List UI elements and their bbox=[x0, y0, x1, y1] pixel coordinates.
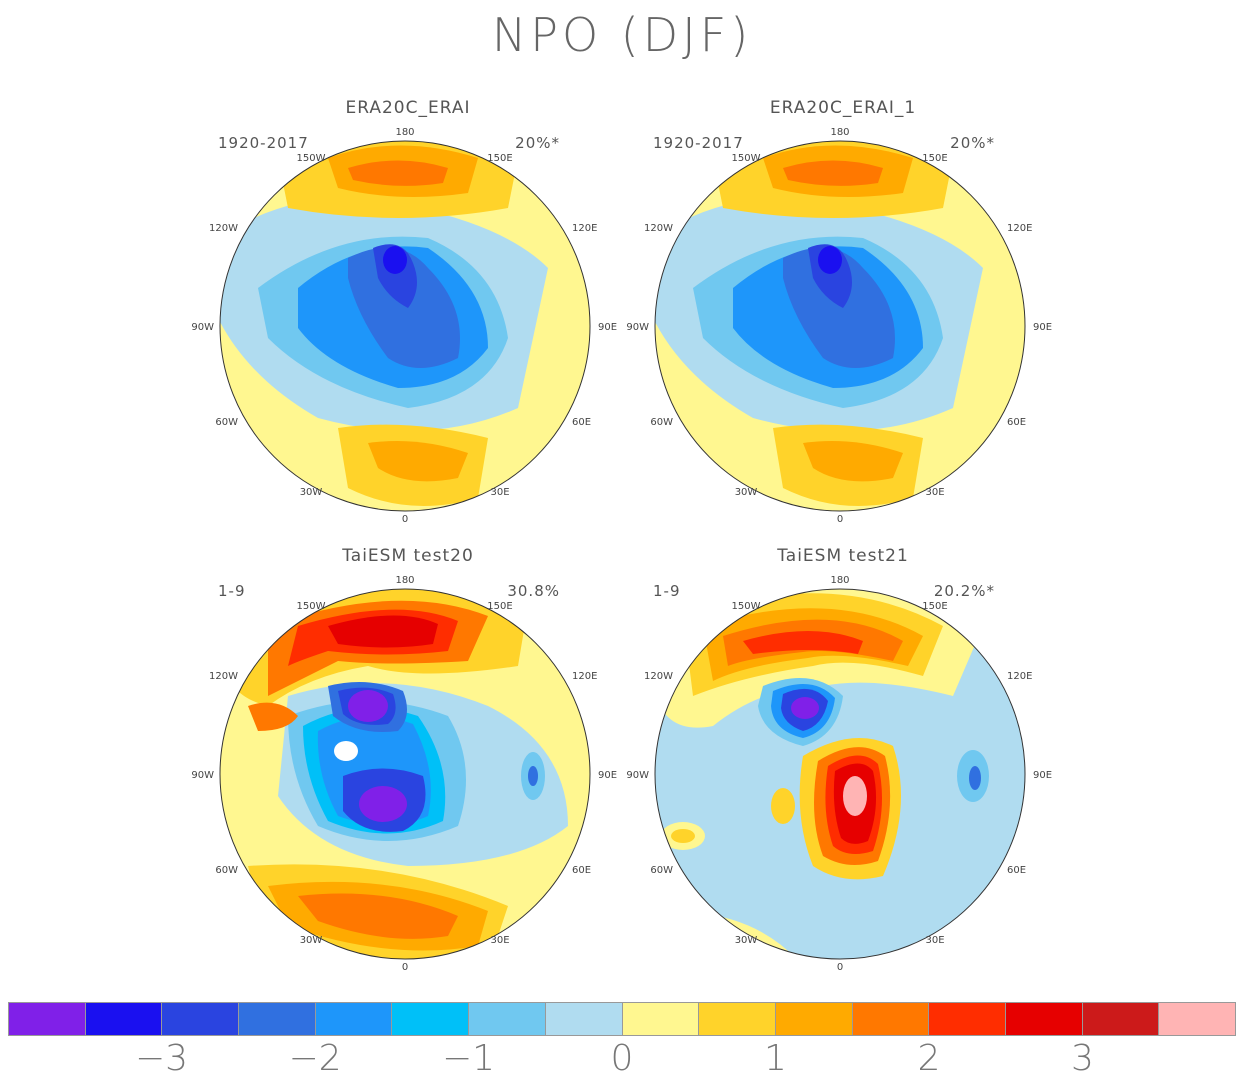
lon-label: 60W bbox=[215, 865, 238, 876]
lon-label: 60E bbox=[572, 417, 591, 428]
lon-label: 0 bbox=[837, 962, 843, 973]
lon-label: 90W bbox=[191, 770, 214, 781]
lon-labels: 180 150E 120E 90E 60E 30E 0 30W 60W 90W … bbox=[191, 575, 617, 973]
colorbar-swatch bbox=[9, 1003, 86, 1035]
colorbar-swatch bbox=[775, 1003, 853, 1035]
panel-title: ERA20C_ERAI bbox=[345, 98, 471, 118]
lon-labels: 180 150E 120E 90E 60E 30E 0 30W 60W 90W … bbox=[626, 127, 1052, 525]
colorbar-swatch bbox=[1005, 1003, 1083, 1035]
lon-label: 120W bbox=[644, 671, 673, 682]
lon-label: 30E bbox=[925, 487, 944, 498]
lon-label: 150W bbox=[297, 601, 326, 612]
colorbar-swatch bbox=[162, 1003, 240, 1035]
lon-label: 90W bbox=[626, 770, 649, 781]
colorbar-labels: −3 −2 −1 0 1 2 3 bbox=[8, 1038, 1236, 1079]
lon-label: 180 bbox=[830, 575, 849, 586]
colorbar-tick-label: 3 bbox=[1071, 1038, 1094, 1079]
colorbar-swatch bbox=[469, 1003, 546, 1035]
lon-label: 90E bbox=[1033, 322, 1052, 333]
lon-label: 120W bbox=[644, 223, 673, 234]
panel-title: TaiESM test21 bbox=[777, 546, 909, 566]
colorbar-swatch bbox=[392, 1003, 470, 1035]
lon-label: 150E bbox=[922, 153, 947, 164]
lon-label: 150W bbox=[297, 153, 326, 164]
panel-period: 1920-2017 bbox=[653, 134, 744, 152]
lon-label: 30W bbox=[300, 935, 323, 946]
lon-label: 150W bbox=[732, 153, 761, 164]
lon-label: 60E bbox=[1007, 865, 1026, 876]
lon-label: 180 bbox=[395, 575, 414, 586]
map-panel-taiesm-test21: TaiESM test21 1-9 20.2%* bbox=[623, 546, 1063, 976]
panel-title: TaiESM test20 bbox=[342, 546, 474, 566]
panel-variance: 20.2%* bbox=[933, 582, 995, 600]
lon-label: 90E bbox=[598, 322, 617, 333]
lon-label: 30E bbox=[490, 935, 509, 946]
colorbar bbox=[8, 1002, 1236, 1036]
panel-variance: 20%* bbox=[515, 134, 560, 152]
lon-label: 150E bbox=[487, 601, 512, 612]
lon-label: 30W bbox=[300, 487, 323, 498]
colorbar-tick-label: 1 bbox=[764, 1038, 787, 1079]
lon-label: 90W bbox=[626, 322, 649, 333]
panel-period: 1-9 bbox=[653, 582, 681, 600]
lon-label: 150E bbox=[922, 601, 947, 612]
lon-label: 30W bbox=[735, 487, 758, 498]
lon-label: 120E bbox=[1007, 671, 1032, 682]
colorbar-tick-label: 0 bbox=[610, 1038, 634, 1079]
lon-label: 60W bbox=[650, 417, 673, 428]
colorbar-swatch bbox=[1159, 1003, 1235, 1035]
map-panel-taiesm-test20: TaiESM test20 1-9 30.8% bbox=[188, 546, 628, 976]
lon-label: 0 bbox=[837, 514, 843, 525]
lon-label: 90E bbox=[1033, 770, 1052, 781]
panel-title: ERA20C_ERAI_1 bbox=[769, 98, 917, 118]
colorbar-tick-label: −2 bbox=[288, 1038, 342, 1079]
colorbar-tick-label: −3 bbox=[134, 1038, 189, 1079]
lon-label: 60W bbox=[215, 417, 238, 428]
polar-map: 180 150E 120E 90E 60E 30E 0 30W 60W 90W … bbox=[191, 575, 617, 973]
colorbar-swatch bbox=[622, 1003, 700, 1035]
panel-variance: 30.8% bbox=[507, 582, 560, 600]
colorbar-swatch bbox=[929, 1003, 1006, 1035]
lon-label: 150W bbox=[732, 601, 761, 612]
lon-label: 120E bbox=[572, 223, 597, 234]
lon-label: 180 bbox=[395, 127, 414, 138]
colorbar-swatch bbox=[239, 1003, 316, 1035]
lon-label: 90W bbox=[191, 322, 214, 333]
lon-label: 150E bbox=[487, 153, 512, 164]
lon-label: 60E bbox=[572, 865, 591, 876]
lon-label: 90E bbox=[598, 770, 617, 781]
polar-map: 180 150E 120E 90E 60E 30E 0 30W 60W 90W … bbox=[626, 575, 1052, 973]
map-panel-era20c-erai: ERA20C_ERAI 1920-2017 20%* 180 150E 120E… bbox=[188, 98, 628, 528]
polar-map: 180 150E 120E 90E 60E 30E 0 30W 60W 90W … bbox=[191, 127, 617, 525]
colorbar-swatch bbox=[852, 1003, 930, 1035]
panel-period: 1-9 bbox=[218, 582, 246, 600]
lon-labels: 180 150E 120E 90E 60E 30E 0 30W 60W 90W … bbox=[191, 127, 617, 525]
lon-label: 120W bbox=[209, 671, 238, 682]
lon-label: 30W bbox=[735, 935, 758, 946]
lon-labels: 180 150E 120E 90E 60E 30E 0 30W 60W 90W … bbox=[626, 575, 1052, 973]
colorbar-tick-label: 2 bbox=[917, 1038, 941, 1079]
lon-label: 30E bbox=[925, 935, 944, 946]
lon-label: 30E bbox=[490, 487, 509, 498]
lon-label: 120E bbox=[572, 671, 597, 682]
colorbar-swatch bbox=[545, 1003, 623, 1035]
lon-label: 180 bbox=[830, 127, 849, 138]
lon-label: 120E bbox=[1007, 223, 1032, 234]
panel-variance: 20%* bbox=[950, 134, 995, 152]
lon-label: 120W bbox=[209, 223, 238, 234]
lon-label: 0 bbox=[402, 514, 408, 525]
lon-label: 60E bbox=[1007, 417, 1026, 428]
colorbar-tick-label: −1 bbox=[441, 1038, 496, 1079]
panel-period: 1920-2017 bbox=[218, 134, 309, 152]
figure-title: NPO (DJF) bbox=[491, 8, 753, 62]
map-panel-era20c-erai-1: ERA20C_ERAI_1 1920-2017 20%* 180 150E 12… bbox=[623, 98, 1063, 528]
colorbar-swatch bbox=[85, 1003, 163, 1035]
polar-map: 180 150E 120E 90E 60E 30E 0 30W 60W 90W … bbox=[626, 127, 1052, 525]
colorbar-swatch bbox=[1082, 1003, 1160, 1035]
lon-label: 0 bbox=[402, 962, 408, 973]
lon-label: 60W bbox=[650, 865, 673, 876]
colorbar-swatch bbox=[315, 1003, 393, 1035]
colorbar-swatch bbox=[699, 1003, 776, 1035]
